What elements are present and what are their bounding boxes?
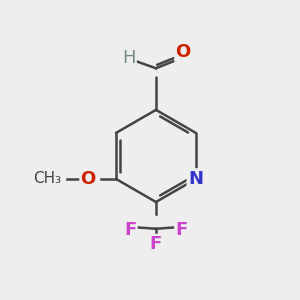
Text: F: F: [175, 221, 187, 239]
Text: O: O: [175, 43, 190, 61]
Text: N: N: [188, 170, 203, 188]
Text: CH₃: CH₃: [33, 172, 61, 187]
Text: O: O: [80, 170, 95, 188]
Text: F: F: [150, 235, 162, 253]
Text: H: H: [122, 49, 136, 67]
Text: F: F: [124, 221, 137, 239]
